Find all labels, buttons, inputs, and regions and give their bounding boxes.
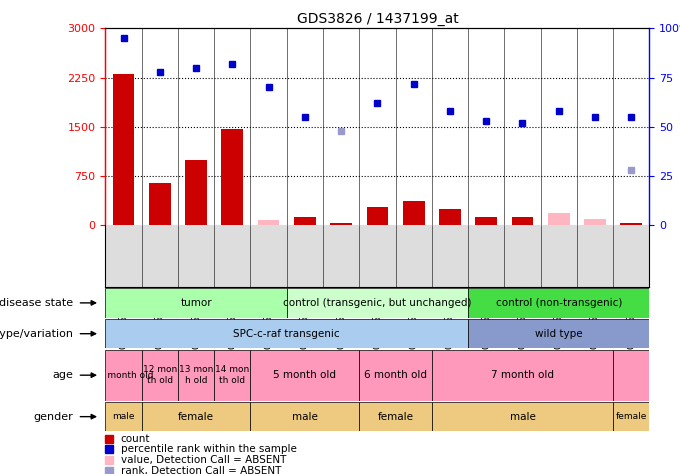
Text: 12 mon
th old: 12 mon th old (143, 365, 177, 385)
Text: 10 month old: 10 month old (93, 371, 154, 380)
Text: count: count (120, 434, 150, 444)
Bar (475, 217, 497, 225)
Bar (178, 350, 214, 401)
Bar (105, 288, 287, 318)
Bar (584, 219, 606, 225)
Text: 5 month old: 5 month old (273, 370, 337, 380)
Bar (141, 402, 250, 431)
Text: gender: gender (34, 411, 73, 422)
Bar (613, 402, 649, 431)
Bar (105, 402, 141, 431)
Text: male: male (292, 411, 318, 422)
Text: SPC-c-raf transgenic: SPC-c-raf transgenic (233, 328, 340, 339)
Bar (214, 350, 250, 401)
Bar (432, 350, 613, 401)
Bar (105, 319, 468, 348)
Bar (359, 350, 432, 401)
Text: value, Detection Call = ABSENT: value, Detection Call = ABSENT (120, 456, 286, 465)
Text: female: female (615, 412, 647, 421)
Text: rank, Detection Call = ABSENT: rank, Detection Call = ABSENT (120, 466, 281, 474)
Bar (432, 402, 613, 431)
Bar (222, 129, 243, 225)
Bar (367, 208, 388, 225)
Text: age: age (52, 370, 73, 380)
Bar (294, 217, 316, 225)
Bar (548, 213, 570, 225)
Text: 14 mon
th old: 14 mon th old (215, 365, 250, 385)
Bar (468, 319, 649, 348)
Title: GDS3826 / 1437199_at: GDS3826 / 1437199_at (296, 12, 458, 26)
Text: 6 month old: 6 month old (364, 370, 427, 380)
Bar (141, 350, 178, 401)
Text: control (transgenic, but unchanged): control (transgenic, but unchanged) (283, 298, 472, 308)
Bar (511, 217, 533, 225)
Text: male: male (112, 412, 135, 421)
Bar (359, 402, 432, 431)
Bar (620, 222, 642, 225)
Text: tumor: tumor (180, 298, 212, 308)
Bar (250, 402, 359, 431)
Text: female: female (178, 411, 214, 422)
Bar (250, 350, 359, 401)
Bar (439, 209, 461, 225)
Text: genotype/variation: genotype/variation (0, 328, 73, 339)
Bar (330, 223, 352, 225)
Text: percentile rank within the sample: percentile rank within the sample (120, 445, 296, 455)
Bar (258, 220, 279, 225)
Bar (403, 201, 424, 225)
Bar (149, 182, 171, 225)
Text: male: male (509, 411, 535, 422)
Bar (468, 288, 649, 318)
Text: 7 month old: 7 month old (491, 370, 554, 380)
Bar (185, 160, 207, 225)
Text: female: female (377, 411, 413, 422)
Bar (105, 350, 141, 401)
Bar (113, 74, 135, 225)
Bar (287, 288, 468, 318)
Text: disease state: disease state (0, 298, 73, 308)
Text: control (non-transgenic): control (non-transgenic) (496, 298, 622, 308)
Bar (613, 350, 649, 401)
Text: 13 mon
h old: 13 mon h old (179, 365, 214, 385)
Text: wild type: wild type (535, 328, 583, 339)
